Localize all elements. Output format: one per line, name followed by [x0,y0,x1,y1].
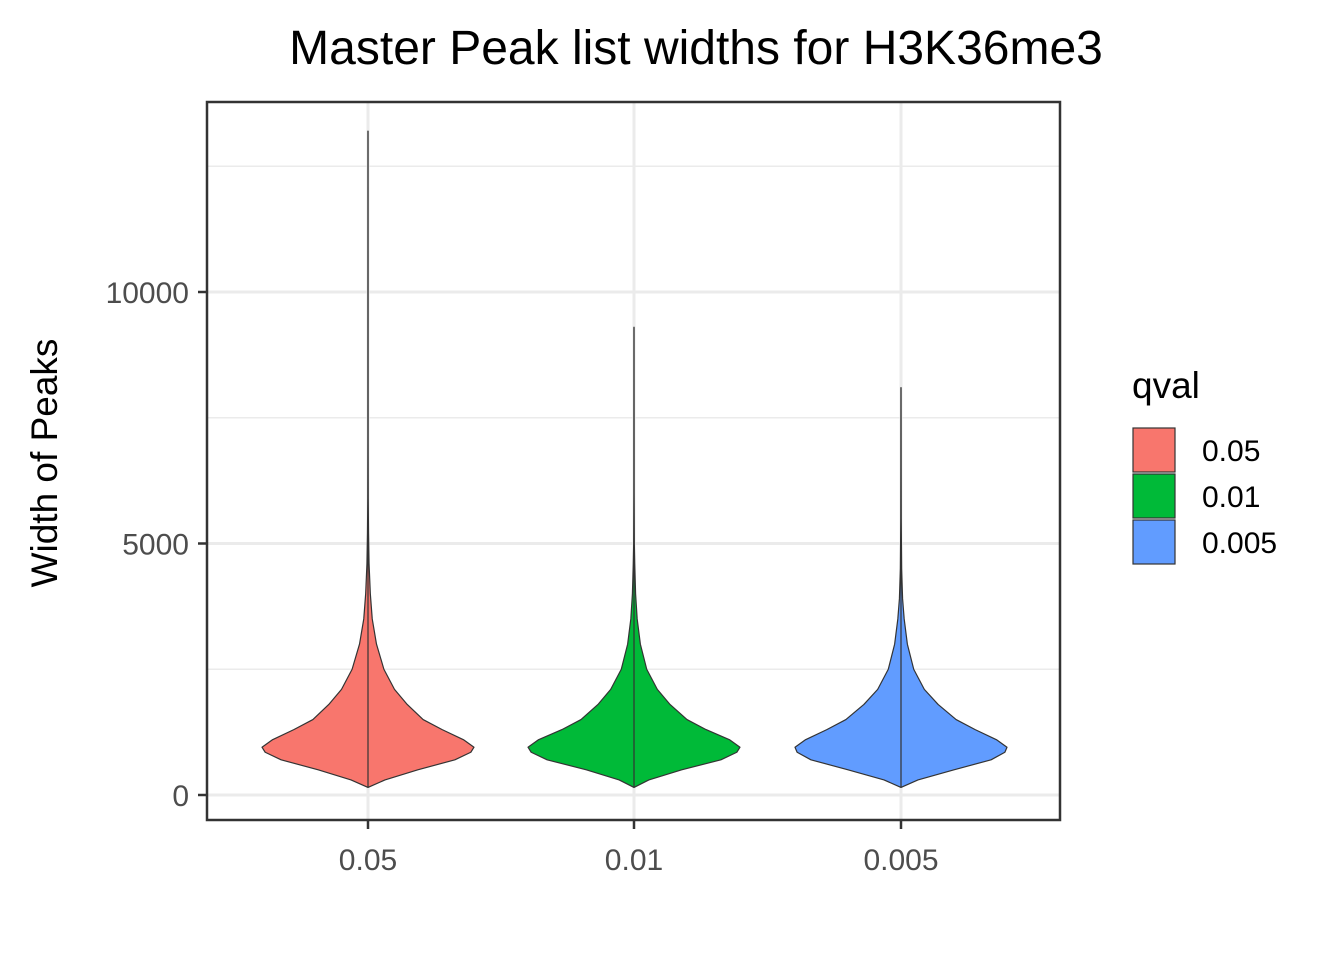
x-tick-label: 0.01 [605,844,663,877]
legend-key-0.01 [1132,473,1176,519]
x-tick-label: 0.005 [863,844,938,877]
legend-label: 0.005 [1202,527,1277,560]
y-tick-label: 5000 [122,529,189,562]
y-tick-label: 10000 [106,277,189,310]
chart-title: Master Peak list widths for H3K36me3 [289,22,1103,75]
legend-key-0.05 [1132,427,1176,473]
legend: qval 0.05 0.01 0.005 [1132,365,1277,565]
violins [261,130,1008,789]
legend-entries: 0.05 0.01 0.005 [1132,427,1277,565]
y-tick-label: 0 [172,780,189,813]
y-axis-title: Width of Peaks [24,339,65,588]
x-tick-label: 0.05 [339,844,397,877]
legend-label: 0.01 [1202,481,1260,514]
y-axis: 0 5000 10000 [106,277,207,813]
legend-title: qval [1132,365,1200,406]
legend-key-0.005 [1132,519,1176,565]
x-axis: 0.05 0.01 0.005 [339,820,939,877]
legend-label: 0.05 [1202,435,1260,468]
